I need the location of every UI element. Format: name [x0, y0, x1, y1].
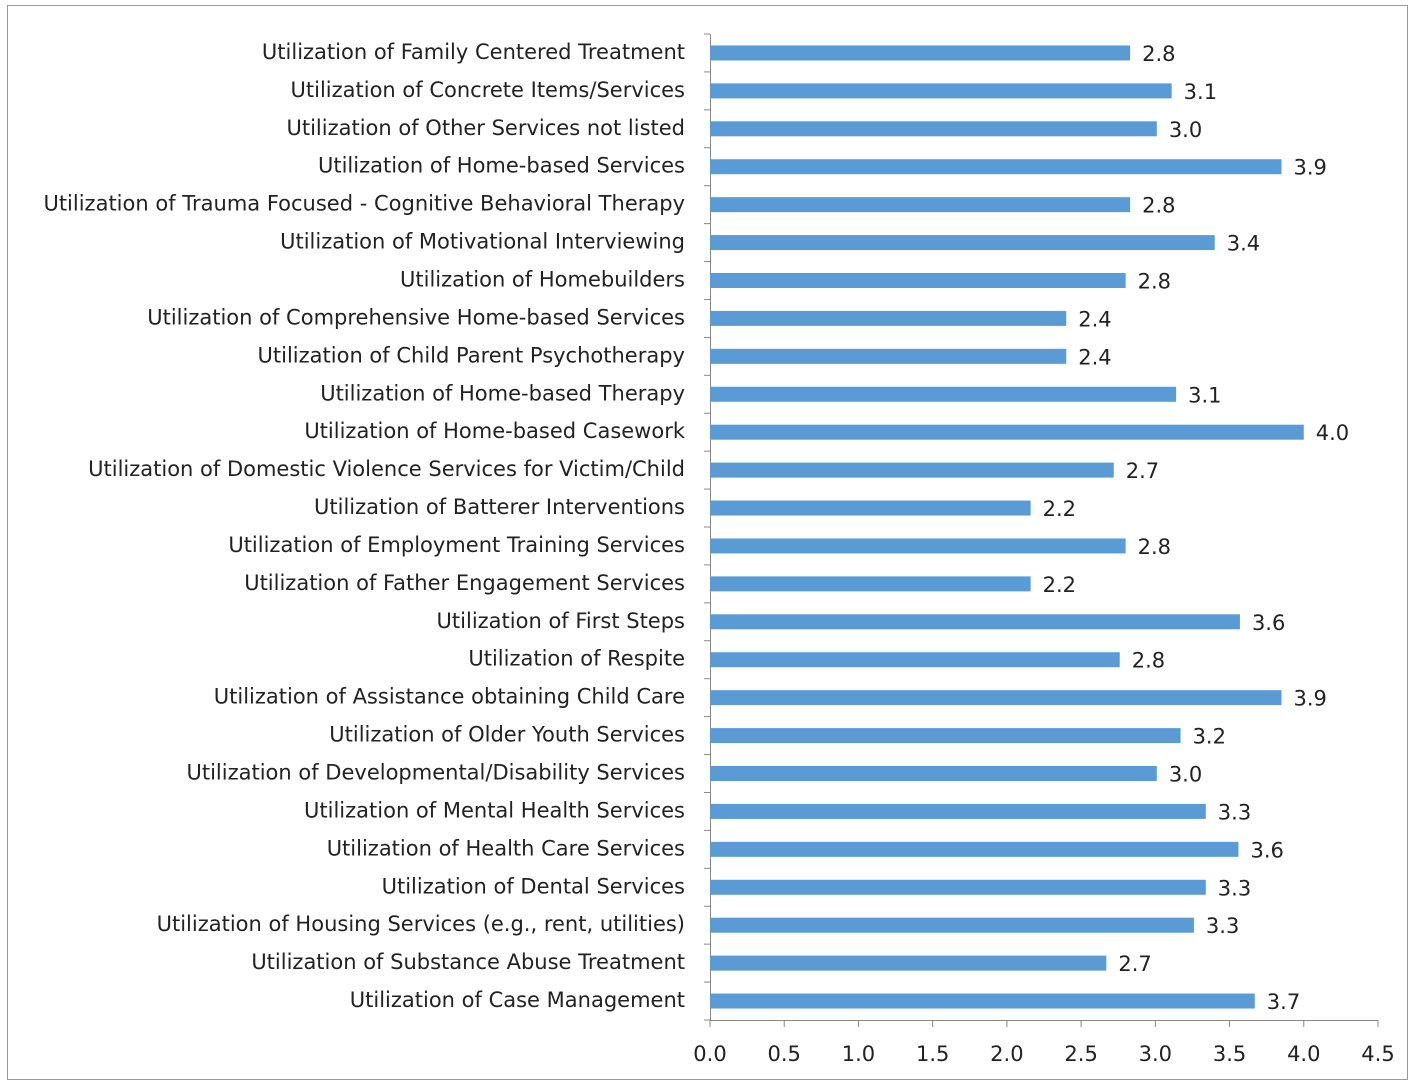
x-tick-label: 0.0 [693, 1042, 726, 1066]
y-tick-label: Utilization of Dental Services [382, 874, 685, 898]
value-label: 2.2 [1043, 573, 1076, 597]
value-label: 2.4 [1078, 307, 1111, 331]
value-label: 3.0 [1169, 763, 1202, 787]
x-tick-label: 1.5 [916, 1042, 949, 1066]
y-tick-label: Utilization of Home-based Services [318, 154, 685, 178]
bar [710, 955, 1107, 971]
x-tick-label: 4.0 [1287, 1042, 1320, 1066]
bar [710, 500, 1031, 516]
x-tick-label: 3.0 [1139, 1042, 1172, 1066]
y-tick-label: Utilization of Health Care Services [327, 836, 685, 860]
y-tick-label: Utilization of Home-based Casework [304, 419, 686, 443]
bar [710, 348, 1067, 364]
value-label: 3.6 [1250, 838, 1283, 862]
y-tick-label: Utilization of Assistance obtaining Chil… [214, 685, 685, 709]
bar [710, 424, 1304, 440]
y-tick-label: Utilization of Housing Services (e.g., r… [157, 912, 685, 936]
y-tick-label: Utilization of Case Management [350, 988, 685, 1012]
value-label: 3.7 [1267, 990, 1300, 1014]
y-tick-label: Utilization of Respite [468, 647, 685, 671]
bar [710, 462, 1114, 478]
y-tick-label: Utilization of Comprehensive Home-based … [147, 305, 685, 329]
bar [710, 159, 1282, 175]
y-tick-label: Utilization of Homebuilders [400, 268, 685, 292]
bar [710, 803, 1206, 819]
y-tick-label: Utilization of Concrete Items/Services [291, 78, 685, 102]
y-tick-label: Utilization of First Steps [437, 609, 685, 633]
value-label: 2.7 [1118, 952, 1151, 976]
x-tick-label: 0.5 [768, 1042, 801, 1066]
value-label: 4.0 [1316, 421, 1349, 445]
y-tick-label: Utilization of Trauma Focused - Cognitiv… [43, 192, 685, 216]
bar [710, 386, 1177, 402]
value-label: 2.8 [1142, 194, 1175, 218]
value-label: 2.8 [1138, 535, 1171, 559]
y-tick-label: Utilization of Other Services not listed [286, 116, 685, 140]
bar [710, 45, 1131, 61]
bar [710, 121, 1157, 137]
x-tick-label: 2.5 [1064, 1042, 1097, 1066]
y-tick-label: Utilization of Mental Health Services [304, 798, 685, 822]
value-label: 3.9 [1294, 156, 1327, 180]
value-label: 3.0 [1169, 118, 1202, 142]
y-tick-label: Utilization of Domestic Violence Service… [88, 457, 685, 481]
bar [710, 917, 1194, 933]
value-label: 3.3 [1206, 914, 1239, 938]
bar [710, 690, 1282, 706]
bar [710, 197, 1131, 213]
y-tick-label: Utilization of Developmental/Disability … [186, 761, 685, 785]
value-label: 3.1 [1188, 383, 1221, 407]
bar [710, 235, 1215, 251]
bar [710, 614, 1240, 630]
value-label: 2.8 [1138, 270, 1171, 294]
bar [710, 273, 1126, 288]
chart-frame [7, 5, 1408, 1080]
value-label: 2.8 [1132, 649, 1165, 673]
value-label: 2.2 [1043, 497, 1076, 521]
y-tick-label: Utilization of Father Engagement Service… [244, 571, 685, 595]
bar [710, 841, 1239, 857]
bar [710, 993, 1255, 1009]
x-tick-label: 4.5 [1361, 1042, 1394, 1066]
x-tick-label: 3.5 [1213, 1042, 1246, 1066]
bar [710, 83, 1172, 99]
y-tick-label: Utilization of Older Youth Services [329, 723, 685, 747]
value-label: 2.7 [1126, 459, 1159, 483]
x-tick-label: 1.0 [842, 1042, 875, 1066]
bar [710, 538, 1126, 554]
value-label: 3.1 [1184, 80, 1217, 104]
bar [710, 766, 1157, 781]
bar [710, 310, 1067, 326]
bar [710, 576, 1031, 592]
value-label: 3.9 [1294, 687, 1327, 711]
y-tick-label: Utilization of Family Centered Treatment [262, 40, 685, 64]
y-tick-label: Utilization of Home-based Therapy [320, 381, 685, 405]
y-tick-label: Utilization of Substance Abuse Treatment [251, 950, 685, 974]
bar [710, 652, 1120, 668]
value-label: 3.6 [1252, 611, 1285, 635]
value-label: 3.3 [1218, 800, 1251, 824]
value-label: 3.3 [1218, 876, 1251, 900]
value-label: 3.2 [1193, 725, 1226, 749]
value-label: 2.4 [1078, 345, 1111, 369]
bar [710, 728, 1181, 744]
bar [710, 879, 1206, 895]
x-tick-label: 2.0 [990, 1042, 1023, 1066]
y-tick-label: Utilization of Motivational Interviewing [280, 230, 685, 254]
value-label: 2.8 [1142, 42, 1175, 66]
value-label: 3.4 [1227, 232, 1260, 256]
y-tick-label: Utilization of Child Parent Psychotherap… [258, 343, 685, 367]
y-tick-label: Utilization of Batterer Interventions [314, 495, 685, 519]
y-tick-label: Utilization of Employment Training Servi… [228, 533, 685, 557]
